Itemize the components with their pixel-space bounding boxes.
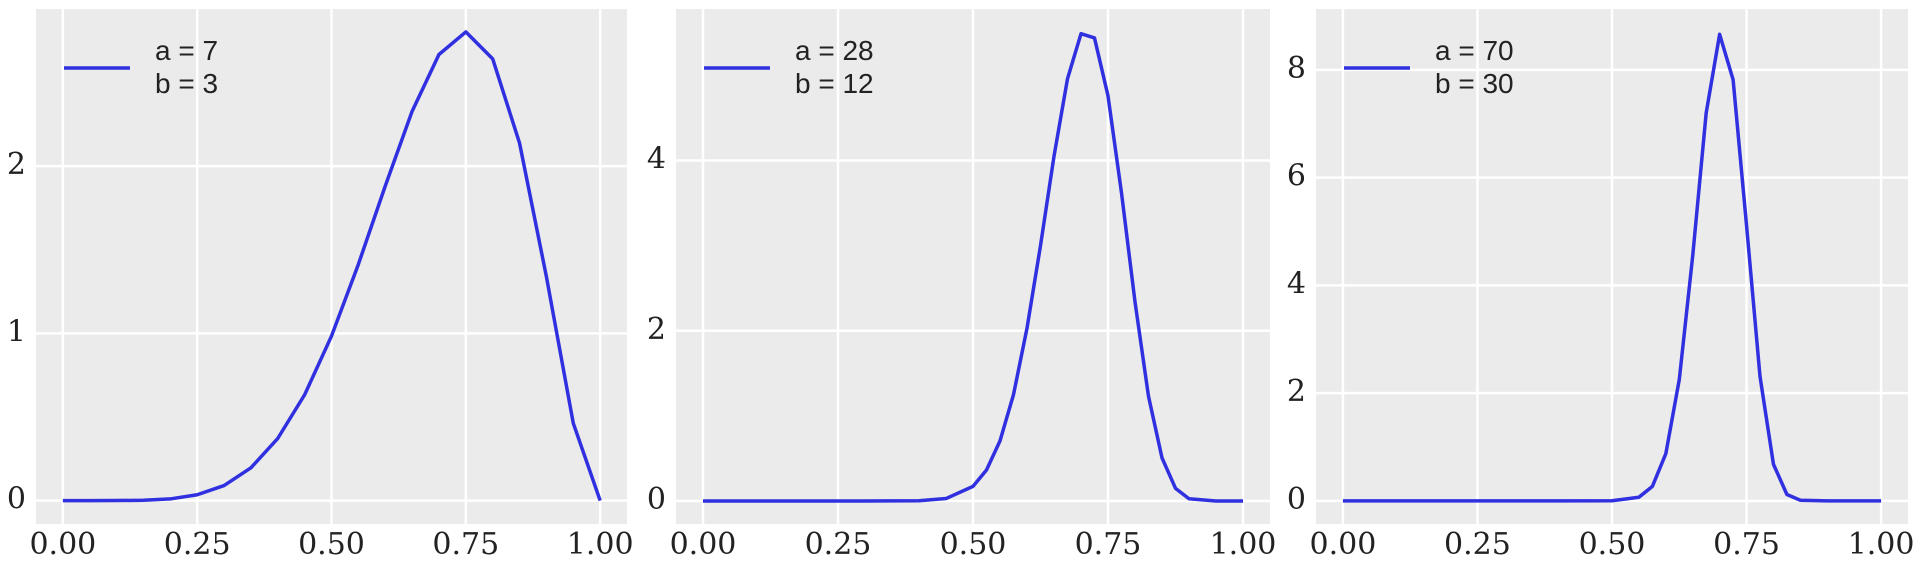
x-tick-label: 1.00 xyxy=(567,527,634,562)
legend-label: a = 7 b = 3 xyxy=(155,35,219,99)
y-tick-label: 2 xyxy=(7,147,26,182)
x-tick-label: 0.50 xyxy=(1579,527,1646,562)
legend-label: a = 70 b = 30 xyxy=(1435,35,1514,99)
y-tick-label: 4 xyxy=(647,142,666,177)
legend-label: a = 28 b = 12 xyxy=(795,35,874,99)
y-tick-label: 4 xyxy=(1287,266,1306,301)
x-tick-label: 0.00 xyxy=(1310,527,1377,562)
x-tick-label: 0.00 xyxy=(29,527,96,562)
x-tick-label: 1.00 xyxy=(1210,527,1277,562)
x-tick-label: 0.75 xyxy=(1713,527,1780,562)
x-tick-label: 0.25 xyxy=(805,527,872,562)
x-tick-label: 0.00 xyxy=(670,527,737,562)
x-tick-label: 1.00 xyxy=(1848,527,1915,562)
y-tick-label: 8 xyxy=(1287,51,1306,86)
x-tick-label: 0.75 xyxy=(1075,527,1142,562)
x-tick-label: 0.50 xyxy=(298,527,365,562)
x-tick-label: 0.25 xyxy=(1444,527,1511,562)
y-tick-label: 0 xyxy=(647,482,666,517)
data-line xyxy=(1342,32,1882,503)
y-tick-label: 2 xyxy=(1287,374,1306,409)
x-tick-label: 0.75 xyxy=(432,527,499,562)
y-tick-label: 6 xyxy=(1287,159,1306,194)
x-tick-label: 0.50 xyxy=(940,527,1007,562)
y-tick-label: 0 xyxy=(1287,482,1306,517)
data-line xyxy=(62,30,602,503)
y-tick-label: 0 xyxy=(7,482,26,517)
x-tick-label: 0.25 xyxy=(164,527,231,562)
data-line xyxy=(703,31,1243,503)
y-tick-label: 1 xyxy=(7,314,26,349)
y-tick-label: 2 xyxy=(647,312,666,347)
